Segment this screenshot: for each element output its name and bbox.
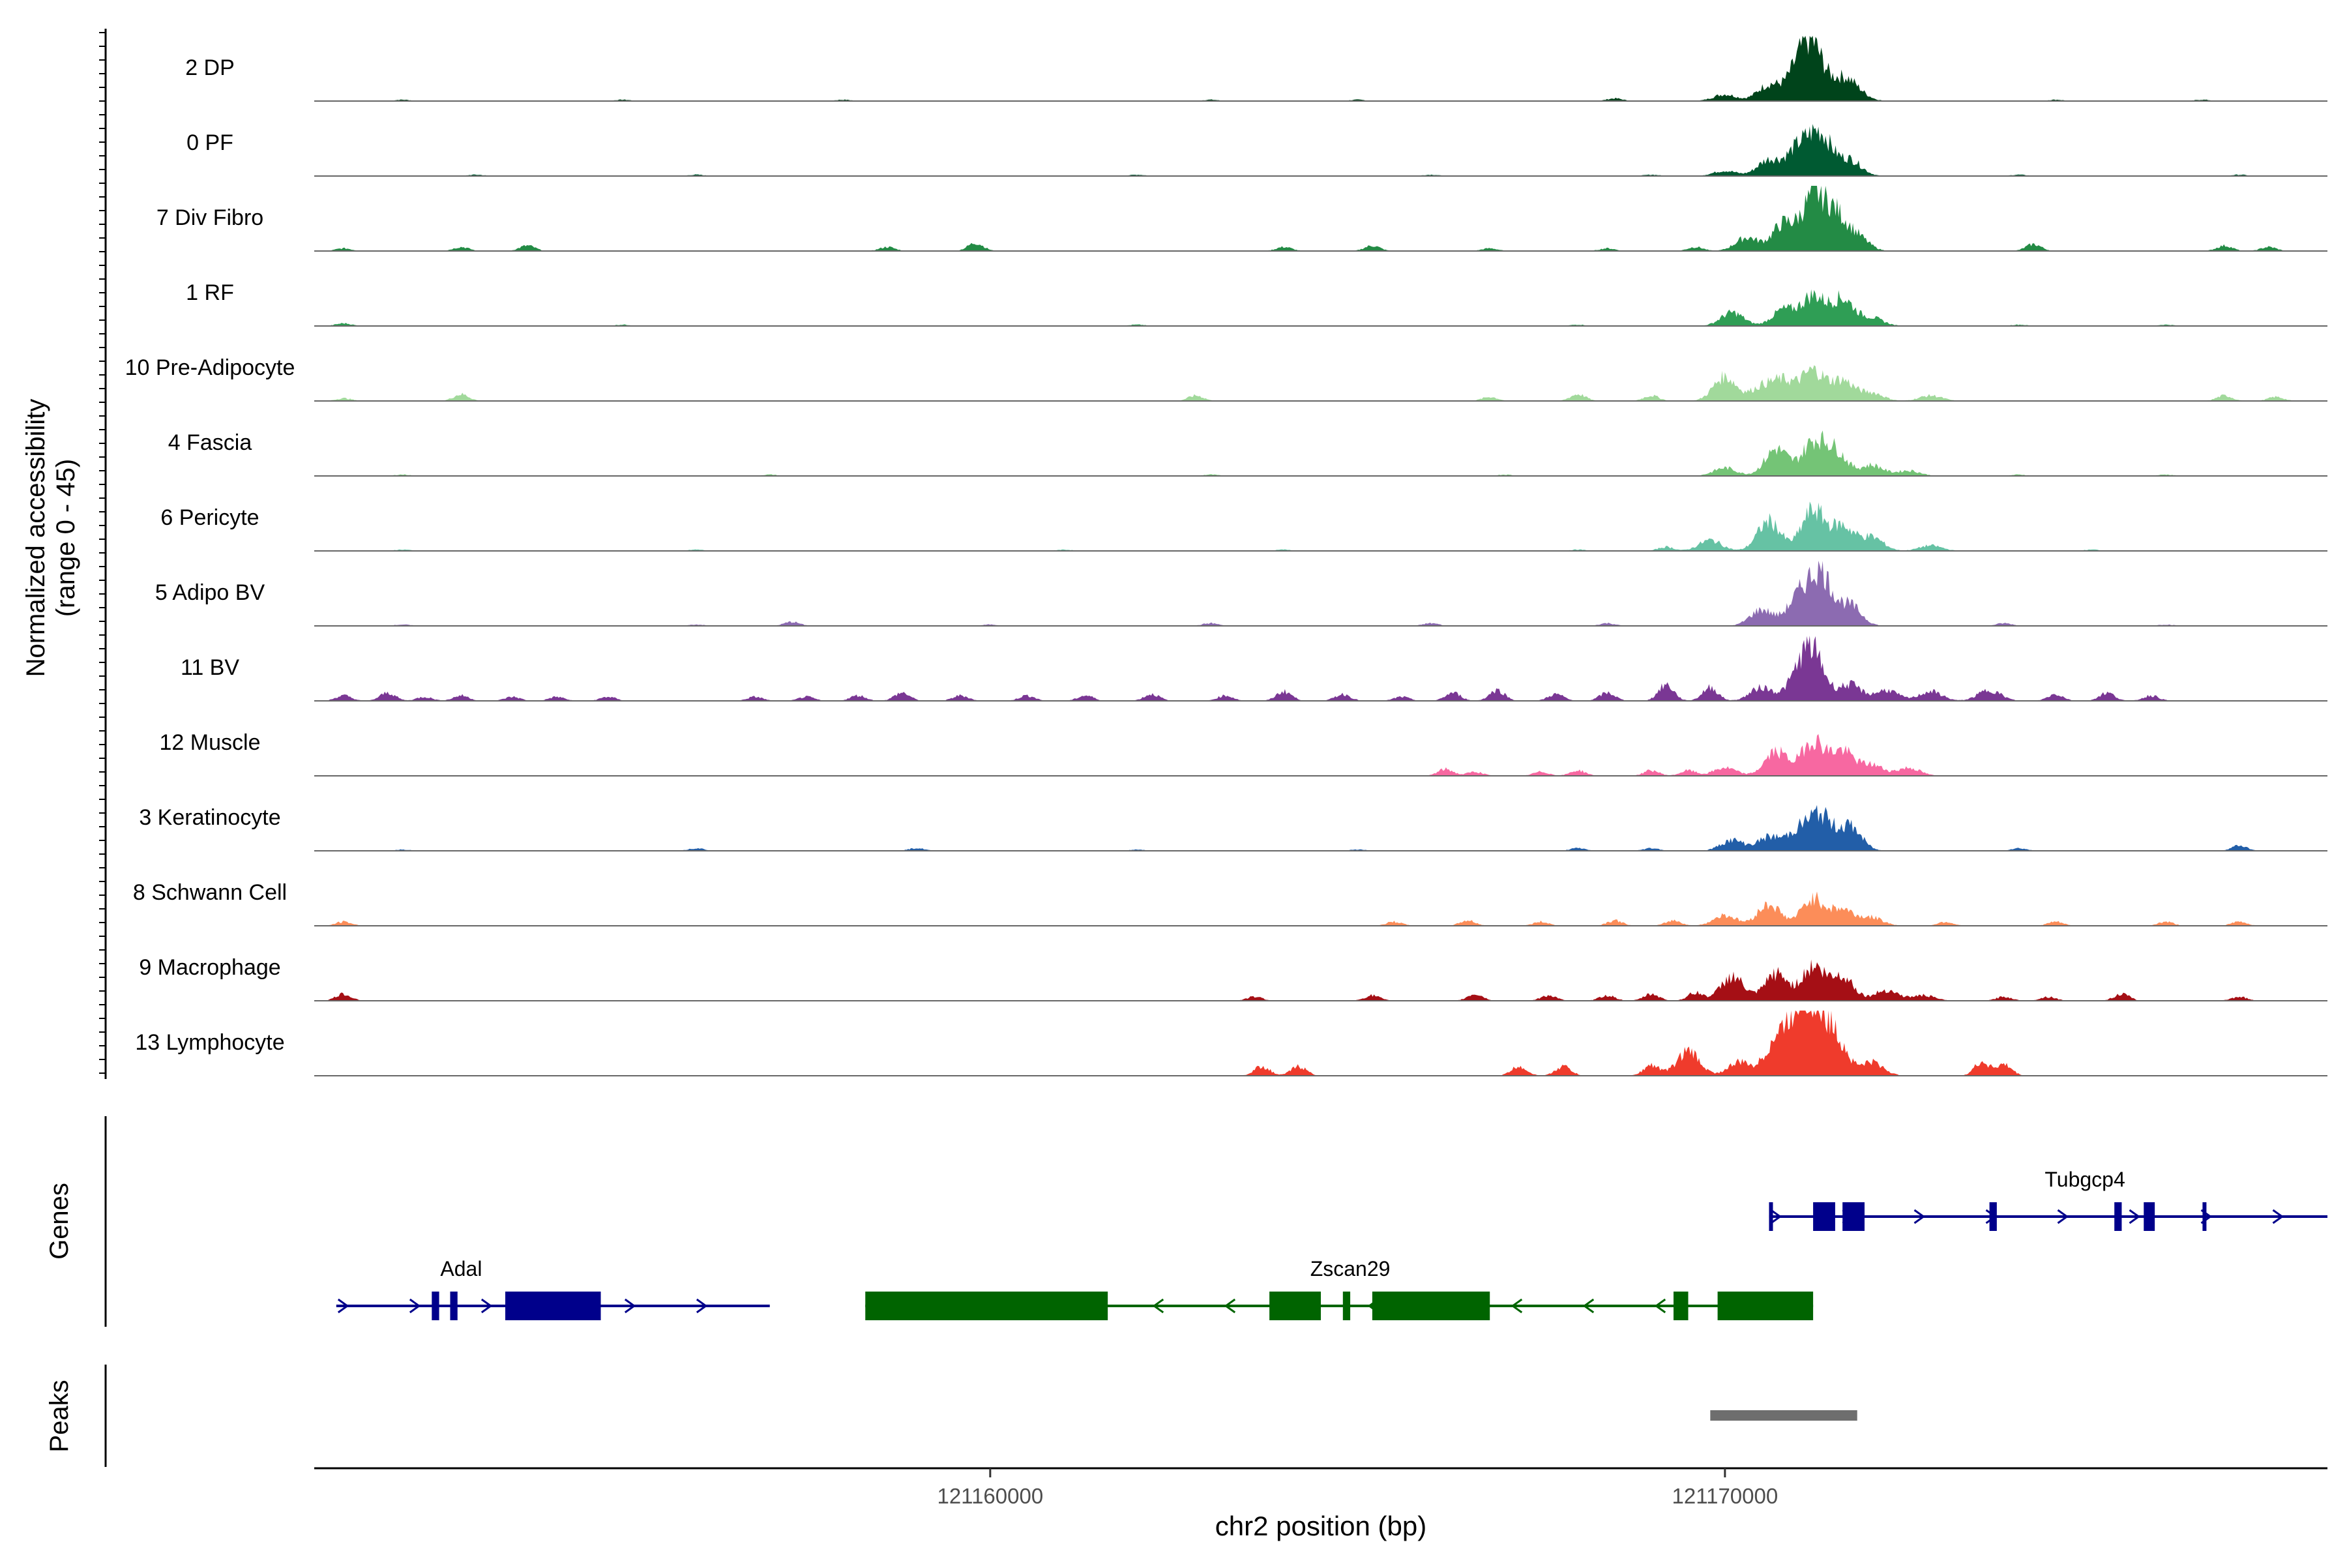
gene-exon [432,1292,439,1320]
gene-exon [450,1292,458,1320]
track-coverage-area [314,1011,2327,1076]
track-label: 0 PF [186,130,233,155]
track-label: 12 Muscle [160,730,261,755]
gene-exon [2202,1202,2207,1231]
gene-exon [1989,1202,1997,1231]
gene-exon [1769,1202,1773,1231]
gene-name-label: Tubgcp4 [2044,1168,2125,1191]
track-coverage-area [314,124,2327,176]
x-tick-label: 121160000 [937,1484,1043,1508]
gene-strand-chevron [409,1298,421,1314]
x-axis-label: chr2 position (bp) [1215,1511,1427,1541]
gene-exon [865,1292,1108,1320]
track-label: 7 Div Fibro [156,205,263,230]
gene-strand-chevron [1224,1298,1236,1314]
gene-strand-chevron [2272,1209,2284,1224]
peaks-panel-label: Peaks [45,1380,74,1452]
gene-strand-chevron [1913,1209,1926,1224]
track-coverage-area [314,805,2327,851]
track-label: 9 Macrophage [139,955,280,980]
track-label: 6 Pericyte [160,505,259,530]
tracks-y-axis-ticks [99,32,106,1074]
gene-exon [2114,1202,2122,1231]
track-label: 3 Keratinocyte [139,805,280,830]
gene-exon [1372,1292,1490,1320]
gene-strand-chevron [2129,1209,2141,1224]
track-coverage-area [314,365,2327,401]
track-coverage-area [314,430,2327,476]
gene-exon [1673,1292,1689,1320]
track-coverage-area [314,36,2327,101]
track-areas [314,36,2327,1076]
track-label: 1 RF [186,280,234,305]
track-coverage-area [314,891,2327,926]
y-axis-label-group: Normalized accessibility (range 0 - 45) [22,399,80,677]
genes-panel-label: Genes [45,1183,74,1260]
x-axis-ticks: 121160000 121170000 [937,1468,1778,1508]
gene-strand-chevron [480,1298,493,1314]
track-label: 5 Adipo BV [155,580,265,605]
track-label: 11 BV [181,655,239,680]
gene-strand-chevron [1152,1298,1164,1314]
track-label: 13 Lymphocyte [135,1030,284,1055]
track-coverage-area [314,959,2327,1001]
gene-strand-chevron [1770,1209,1782,1224]
x-tick-label: 121170000 [1672,1484,1778,1508]
gene-exon [1842,1202,1865,1231]
track-coverage-area [314,186,2327,251]
gene-exon [1717,1292,1814,1320]
gene-strand-chevron [1654,1298,1666,1314]
track-coverage-area [314,733,2327,776]
gene-exon [505,1292,601,1320]
gene-name-label: Zscan29 [1310,1257,1391,1280]
gene-exon [1342,1292,1351,1320]
y-axis-label-line2: (range 0 - 45) [52,459,80,617]
peaks-layer [1710,1410,1857,1421]
gene-exon [1813,1202,1835,1231]
gene-strand-chevron [2057,1209,2069,1224]
track-label: 4 Fascia [168,430,252,455]
track-label: 8 Schwann Cell [133,880,287,905]
gene-strand-chevron [624,1298,636,1314]
gene-strand-chevron [1511,1298,1523,1314]
peak-region-bar [1710,1410,1857,1421]
genes-layer: Adal Zscan29 Tubgcp4 [336,1168,2327,1320]
track-label: 10 Pre-Adipocyte [125,355,295,380]
y-axis-label-line1: Normalized accessibility [22,399,50,677]
gene-strand-chevron [1582,1298,1595,1314]
track-coverage-area [314,561,2327,626]
gene-strand-chevron [696,1298,708,1314]
gene-exon [1269,1292,1321,1320]
track-labels: 2 DP 0 PF 7 Div Fibro 1 RF 10 Pre-Adipocyte 4… [125,55,295,1055]
track-label: 2 DP [185,55,235,80]
gene-name-label: Adal [440,1257,482,1280]
gene-strand-chevron [337,1298,349,1314]
gene-exon [2144,1202,2155,1231]
track-coverage-area [314,636,2327,701]
track-coverage-area [314,289,2327,326]
track-coverage-area [314,501,2327,551]
